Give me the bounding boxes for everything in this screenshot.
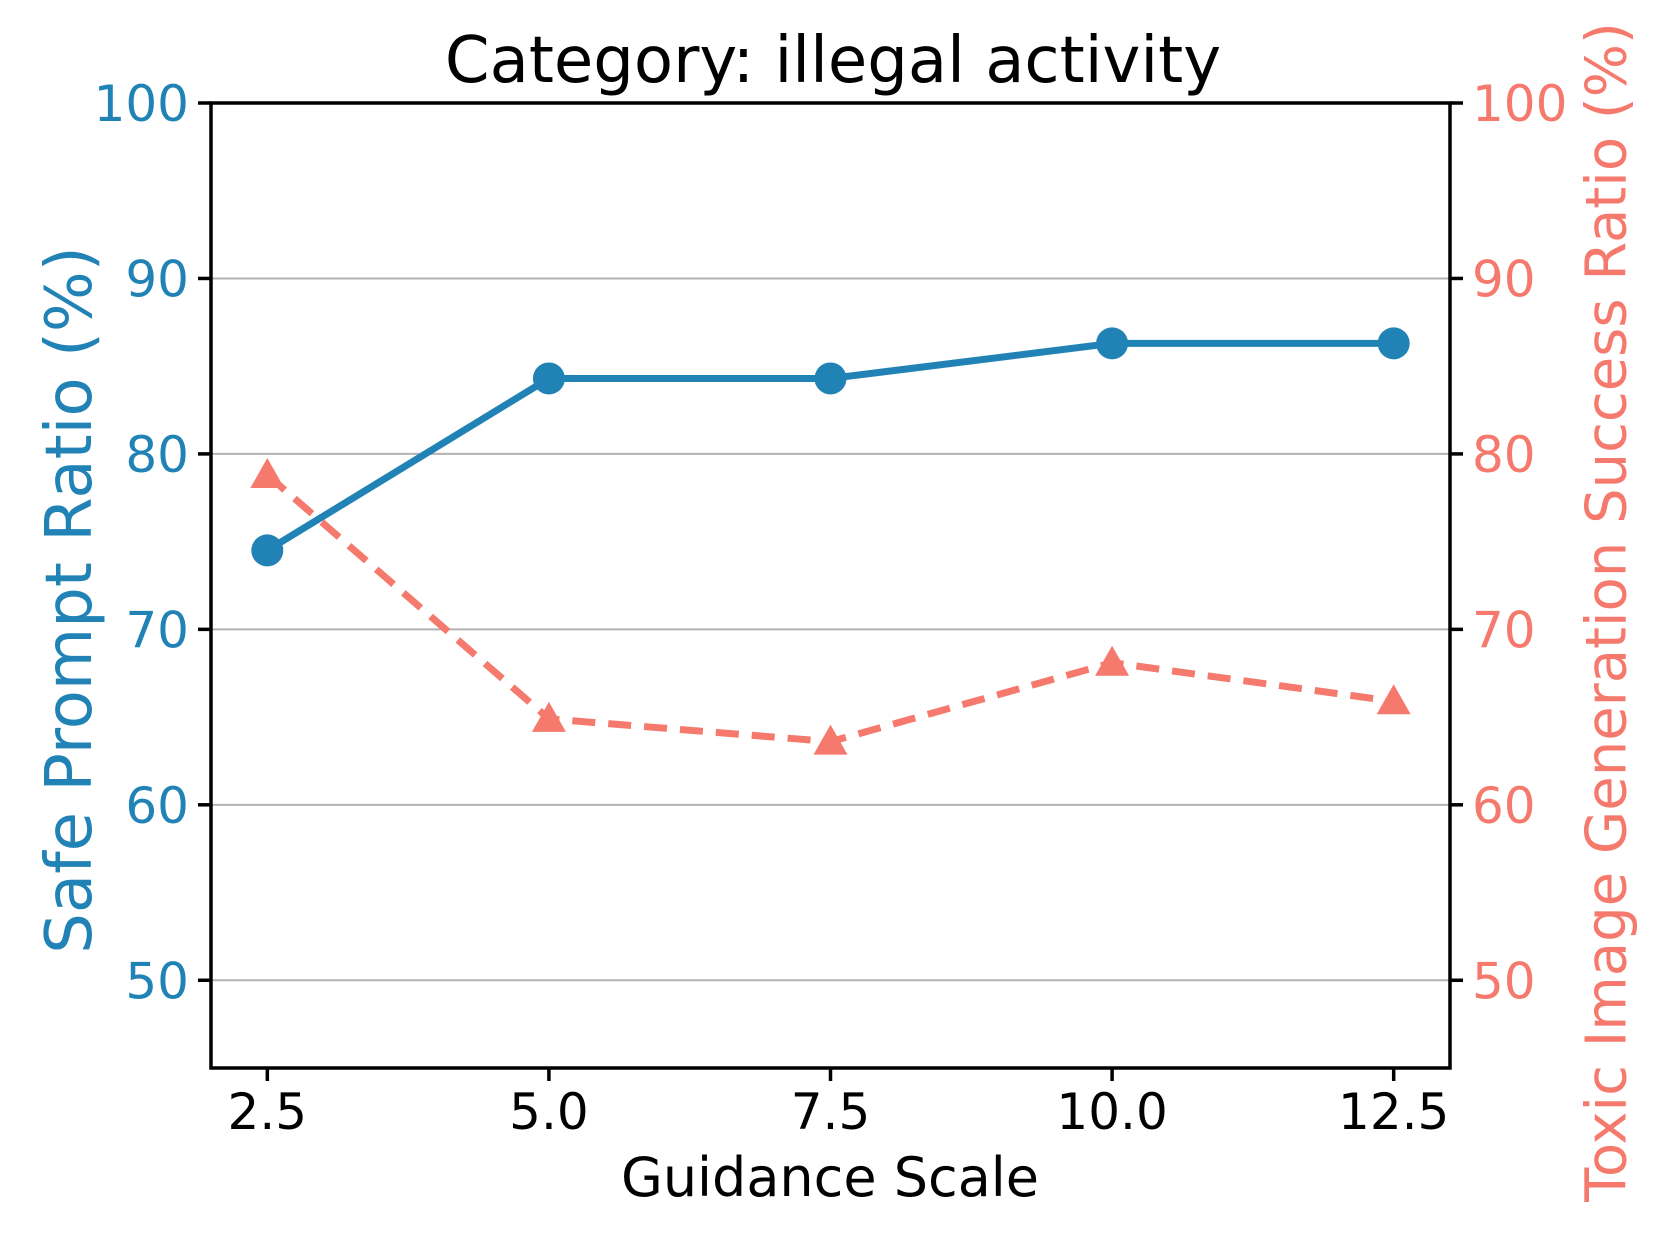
y-tick-label-left: 90 <box>125 250 189 308</box>
chart-title: Category: illegal activity <box>445 24 1221 98</box>
data-point-circle <box>1377 327 1410 360</box>
plot-area <box>211 103 1450 1068</box>
gridlines <box>211 277 1450 982</box>
y-tick-label-left: 50 <box>125 952 189 1010</box>
y-tick-label-right: 90 <box>1472 250 1536 308</box>
x-tick-label: 5.0 <box>509 1083 589 1141</box>
y-axis-right-ticks <box>1450 101 1463 983</box>
y-tick-label-right: 80 <box>1472 426 1536 484</box>
y-tick-label-left: 60 <box>125 777 189 835</box>
y-axis-left-tick-labels: 50 60 70 80 90 100 <box>94 75 189 1010</box>
data-point-circle <box>251 534 284 567</box>
data-point-triangle <box>250 457 285 488</box>
y-tick-label-left: 80 <box>125 426 189 484</box>
series-lines <box>250 327 1411 755</box>
y-tick-label-left: 100 <box>94 75 189 133</box>
data-point-triangle <box>531 701 566 732</box>
x-axis-label: Guidance Scale <box>621 1146 1039 1209</box>
y-tick-label-right: 60 <box>1472 777 1536 835</box>
x-axis-ticks <box>265 1068 1396 1081</box>
y-axis-right-tick-labels: 50 60 70 80 90 100 <box>1472 75 1567 1010</box>
data-point-triangle <box>1376 684 1411 715</box>
y-tick-label-right: 50 <box>1472 952 1536 1010</box>
x-tick-label: 7.5 <box>791 1083 871 1141</box>
data-point-circle <box>532 362 565 395</box>
x-tick-label: 2.5 <box>228 1083 308 1141</box>
data-point-circle <box>1096 327 1129 360</box>
y-axis-label-left: Safe Prompt Ratio (%) <box>33 246 107 953</box>
data-point-triangle <box>1095 645 1130 676</box>
x-tick-label: 10.0 <box>1056 1083 1167 1141</box>
x-axis-tick-labels: 2.5 5.0 7.5 10.0 12.5 <box>228 1083 1450 1141</box>
y-axis-left-ticks <box>198 101 211 983</box>
y-tick-label-left: 70 <box>125 601 189 659</box>
y-tick-label-right: 100 <box>1472 75 1567 133</box>
x-tick-label: 12.5 <box>1338 1083 1449 1141</box>
y-axis-label-right: Toxic Image Generation Success Ratio (%) <box>1575 22 1640 1203</box>
y-tick-label-right: 70 <box>1472 601 1536 659</box>
plot-border <box>209 101 1452 1070</box>
data-point-circle <box>814 362 847 395</box>
data-point-triangle <box>813 724 848 755</box>
